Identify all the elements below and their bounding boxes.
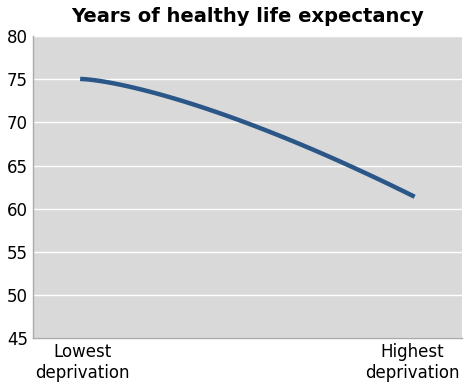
- Title: Years of healthy life expectancy: Years of healthy life expectancy: [71, 7, 424, 26]
